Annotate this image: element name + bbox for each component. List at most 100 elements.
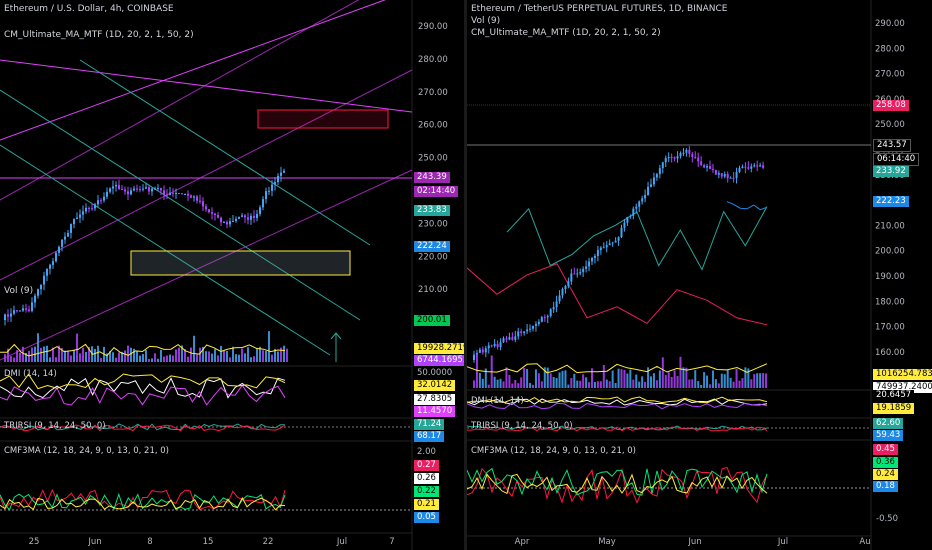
- candle-body: [614, 240, 617, 243]
- candle-body: [7, 314, 9, 317]
- volume-bar: [106, 353, 108, 362]
- candle-body: [520, 331, 523, 334]
- right-time-axis: Apr May Jun Jul Au: [515, 537, 871, 547]
- volume-bar: [271, 354, 273, 362]
- candle-body: [661, 162, 664, 169]
- volume-bar: [709, 384, 711, 388]
- candle-body: [762, 165, 765, 168]
- left-ma-legend[interactable]: CM_Ultimate_MA_MTF (1D, 20, 2, 1, 50, 2): [4, 30, 194, 40]
- volume-bar: [163, 356, 165, 362]
- volume-bar: [596, 381, 599, 388]
- volume-bar: [720, 373, 723, 388]
- candle-body: [208, 209, 210, 213]
- candle-body: [262, 199, 264, 208]
- candle-body: [196, 196, 198, 201]
- volume-bar: [502, 381, 505, 388]
- candle-body: [703, 165, 706, 168]
- volume-bar: [193, 335, 195, 362]
- candle-body: [277, 175, 279, 183]
- dmi-adx-tag: 32.0142: [414, 380, 456, 391]
- left-trirsi-line: [0, 424, 286, 432]
- candle-body: [58, 246, 60, 253]
- left-chart-panel[interactable]: 290.00280.00270.00260.00250.00240.00230.…: [0, 0, 464, 550]
- left-chart-canvas[interactable]: 290.00280.00270.00260.00250.00240.00230.…: [0, 0, 464, 550]
- price-axis-label: 290.00: [875, 19, 905, 29]
- candle-body: [720, 173, 723, 177]
- volume-bar: [679, 356, 682, 388]
- volume-bar: [22, 346, 24, 362]
- dmi-tag: 19.1859: [873, 403, 915, 414]
- candle-body: [274, 182, 276, 185]
- volume-bar: [537, 373, 540, 388]
- volume-bar: [196, 353, 198, 362]
- volume-bar: [136, 351, 138, 362]
- volume-bar: [700, 384, 703, 388]
- cmf-scale-tag: -0.50: [873, 514, 901, 525]
- candle-body: [493, 343, 496, 347]
- volume-bar: [741, 378, 744, 388]
- candle-body: [555, 301, 558, 308]
- volume-bar: [638, 381, 641, 388]
- volume-bar: [714, 379, 717, 388]
- volume-bar: [658, 370, 661, 388]
- right-cmf-line: [467, 467, 768, 496]
- cmf-tag: 0.05: [414, 512, 439, 523]
- volume-tag: 749937.240000: [873, 382, 932, 393]
- left-dmi-title[interactable]: DMI (14, 14): [4, 369, 57, 379]
- volume-bar: [184, 349, 186, 362]
- volume-bar: [529, 382, 532, 388]
- cmf-tag: 0.45: [873, 444, 898, 455]
- candle-body: [620, 227, 623, 238]
- candle-body: [505, 338, 508, 340]
- candle-body: [67, 232, 69, 237]
- volume-bar: [694, 370, 697, 388]
- left-cmf-title[interactable]: CMF3MA (12, 18, 24, 9, 0, 13, 0, 21, 0): [4, 446, 169, 456]
- volume-bar: [632, 379, 635, 388]
- volume-bar: [697, 381, 700, 388]
- right-vol-legend[interactable]: Vol (9): [471, 16, 501, 26]
- candle-body: [76, 217, 78, 220]
- right-dmi-title[interactable]: DMI (14, 14): [471, 396, 524, 406]
- right-cmf-title[interactable]: CMF3MA (12, 18, 24, 9, 0, 13, 0, 21, 0): [471, 446, 636, 456]
- volume-bar: [543, 367, 546, 388]
- candle-body: [658, 168, 661, 175]
- cmf-tag: 0.22: [414, 486, 439, 497]
- volume-bar: [526, 368, 529, 388]
- time-axis-label: Apr: [515, 537, 530, 547]
- chart-divider[interactable]: [464, 0, 467, 550]
- candle-body: [73, 219, 75, 225]
- right-chart-panel[interactable]: 290.00280.00270.00260.00250.00240.00230.…: [467, 0, 932, 550]
- volume-bar: [283, 345, 285, 362]
- right-ma-legend[interactable]: CM_Ultimate_MA_MTF (1D, 20, 2, 1, 50, 2): [471, 28, 661, 38]
- left-trirsi-title[interactable]: TRIRSI (9, 14, 24, 50, 0): [4, 421, 106, 431]
- volume-bar: [732, 381, 735, 388]
- volume-bar: [208, 351, 210, 362]
- candle-body: [570, 273, 573, 282]
- volume-bar: [268, 331, 270, 362]
- volume-bar: [534, 369, 537, 388]
- candle-body: [579, 272, 582, 274]
- volume-bar: [738, 380, 741, 388]
- candle-body: [473, 354, 475, 360]
- volume-bar: [46, 345, 48, 362]
- candle-body: [31, 302, 33, 311]
- candle-body: [564, 286, 567, 290]
- candle-body: [641, 198, 644, 202]
- cmf-scale-tag: 2.00: [414, 447, 439, 458]
- price-axis-label: 280.00: [875, 44, 905, 54]
- right-chart-canvas[interactable]: 290.00280.00270.00260.00250.00240.00230.…: [467, 0, 932, 550]
- candle-body: [608, 243, 611, 246]
- volume-bar: [750, 379, 753, 388]
- left-vol-legend[interactable]: Vol (9): [4, 286, 34, 296]
- volume-bar: [256, 348, 258, 362]
- volume-bar: [573, 373, 576, 388]
- left-dmi-plus-line: [0, 377, 286, 399]
- candle-body: [523, 331, 526, 334]
- candle-body: [13, 310, 15, 314]
- candle-body: [526, 329, 529, 332]
- volume-bar: [605, 379, 608, 388]
- volume-bar: [172, 355, 174, 362]
- right-trirsi-title[interactable]: TRIRSI (9, 14, 24, 50, 0): [471, 421, 573, 431]
- volume-bar: [744, 367, 747, 388]
- candle-body: [151, 188, 153, 192]
